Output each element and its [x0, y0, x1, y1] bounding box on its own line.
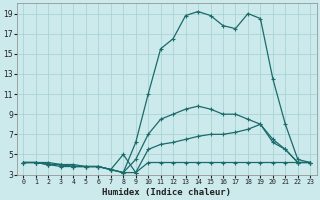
X-axis label: Humidex (Indice chaleur): Humidex (Indice chaleur): [102, 188, 231, 197]
